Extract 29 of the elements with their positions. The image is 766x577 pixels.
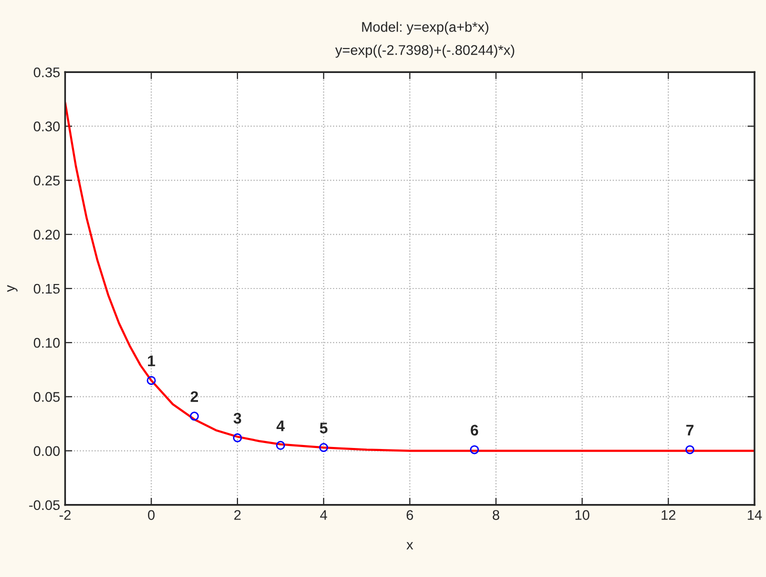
chart-title: Model: y=exp(a+b*x) (362, 22, 488, 35)
y-tick-label: 0.10 (34, 338, 60, 348)
annotation: 7 (686, 424, 694, 436)
y-tick-label: 0.30 (34, 122, 60, 132)
annotation: 3 (234, 412, 242, 424)
annotation: 6 (470, 424, 478, 436)
x-axis-title: x (406, 542, 414, 550)
y-tick-label: 0.20 (34, 230, 60, 240)
y-tick-label: 0.00 (34, 446, 60, 456)
x-tick-label: -2 (60, 510, 71, 520)
y-tick-label: -0.05 (29, 500, 60, 510)
y-tick-label: 0.05 (34, 392, 60, 402)
y-tick-label: 0.15 (34, 284, 60, 294)
y-tick-label: 0.25 (34, 176, 60, 186)
x-tick-label: 12 (662, 510, 676, 520)
x-tick-label: 14 (748, 510, 762, 520)
x-tick-label: 0 (148, 510, 155, 520)
y-tick-label: 0.35 (34, 67, 60, 78)
x-tick-label: 8 (492, 510, 500, 520)
annotation: 5 (320, 422, 328, 434)
x-tick-label: 2 (234, 510, 241, 520)
annotation: 2 (190, 391, 198, 402)
chart-subtitle: y=exp((-2.7398)+(-.80244)*x) (335, 44, 514, 58)
annotation: 4 (276, 420, 285, 432)
x-tick-label: 10 (575, 510, 590, 520)
y-axis-title: y (7, 285, 18, 292)
annotation: 1 (148, 356, 156, 366)
x-tick-label: 4 (320, 510, 328, 520)
x-tick-label: 6 (406, 510, 414, 520)
